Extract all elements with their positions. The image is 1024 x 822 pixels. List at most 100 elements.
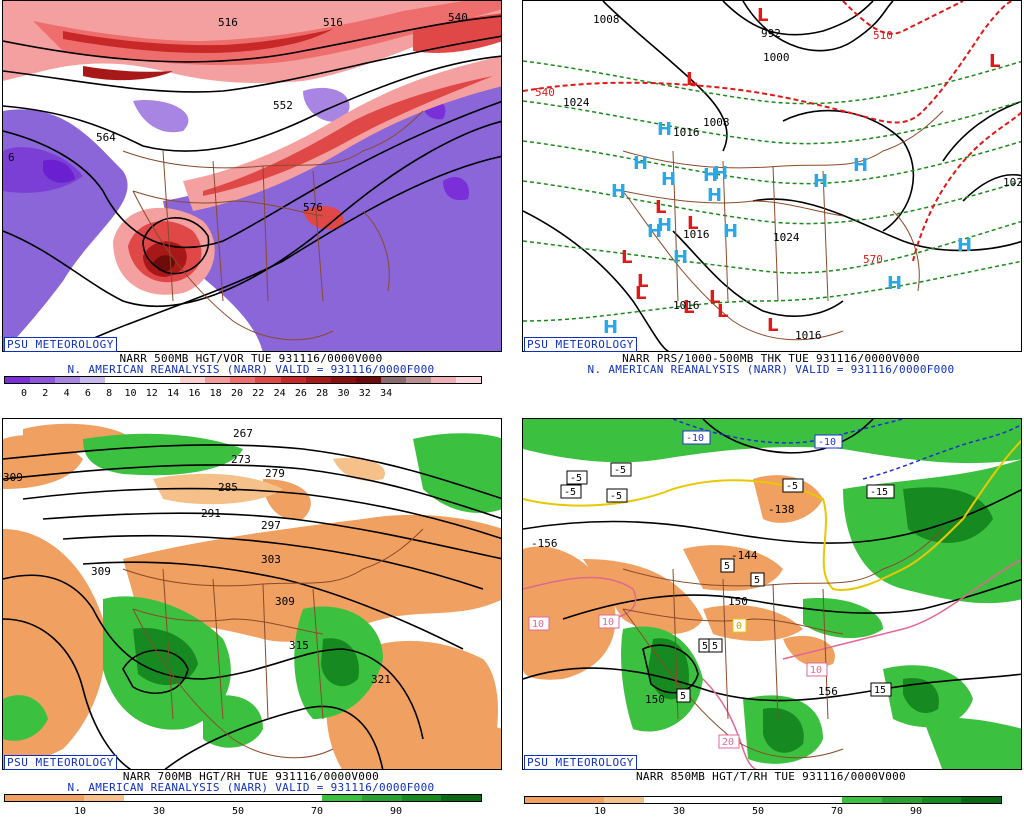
colorbar-swatch [330, 377, 356, 383]
colorbar-swatch [882, 797, 922, 803]
psu-watermark: PSU METEOROLOGY [4, 755, 117, 770]
rh-colorbar [524, 796, 1002, 804]
colorbar-tick-label: 12 [145, 388, 158, 399]
caption-line-1: NARR PRS/1000-500MB THK TUE 931116/0000V… [622, 352, 920, 365]
svg-text:297: 297 [261, 519, 281, 532]
svg-text:-5: -5 [570, 473, 582, 484]
temperature-label-box: 20 [718, 734, 740, 749]
colorbar-tick-label: 50 [751, 806, 765, 817]
colorbar-swatch [243, 795, 283, 801]
colorbar-tick-labels: 10 30 50 70 90 [524, 806, 1002, 820]
colorbar-tick-label: 90 [389, 806, 403, 817]
colorbar-swatch [455, 377, 481, 383]
colorbar-swatch [55, 377, 81, 383]
colorbar-swatch [441, 795, 482, 801]
temperature-label-box: -5 [606, 488, 628, 503]
colorbar-swatch [44, 795, 85, 801]
high-pressure-symbol: H [813, 171, 828, 192]
map-500mb-vorticity: 516 516 540 552 564 576 6 [2, 0, 502, 352]
temperature-label-box: -5 [782, 478, 804, 493]
svg-text:510: 510 [873, 29, 893, 42]
svg-text:309: 309 [3, 471, 23, 484]
temperature-label-box: 5 [720, 558, 735, 573]
svg-text:10: 10 [532, 619, 544, 630]
panel-500mb-hgt-vor: 516 516 540 552 564 576 6 PSU METEOROLOG… [0, 0, 502, 404]
svg-text:1024: 1024 [773, 231, 800, 244]
svg-text:285: 285 [218, 481, 238, 494]
high-pressure-symbol: H [853, 155, 868, 176]
colorbar-swatch [305, 377, 331, 383]
low-pressure-symbol: L [637, 271, 648, 292]
svg-text:309: 309 [91, 565, 111, 578]
svg-text:-5: -5 [786, 481, 798, 492]
colorbar-tick-label: 10 [124, 388, 137, 399]
high-pressure-symbol: H [611, 181, 626, 202]
psu-watermark: PSU METEOROLOGY [524, 755, 637, 770]
colorbar-swatch [430, 377, 456, 383]
svg-text:-138: -138 [768, 503, 795, 516]
svg-text:6: 6 [8, 151, 15, 164]
low-pressure-symbol: L [767, 315, 778, 336]
colorbar-swatch [921, 797, 962, 803]
temperature-label-box: -15 [866, 484, 895, 499]
colorbar-tick-label: 6 [84, 388, 91, 399]
temperature-label-box: -5 [566, 470, 588, 485]
colorbar-swatch [802, 797, 843, 803]
svg-text:5: 5 [724, 561, 730, 572]
colorbar-tick-label: 10 [593, 806, 607, 817]
colorbar-swatch [842, 797, 883, 803]
low-pressure-symbol: L [757, 5, 768, 26]
colorbar-swatch [322, 795, 363, 801]
svg-text:1024: 1024 [563, 96, 590, 109]
temperature-label-box: -5 [560, 484, 582, 499]
high-pressure-symbol: H [603, 317, 618, 338]
colorbar-swatch [723, 797, 764, 803]
colorbar-tick-label: 22 [252, 388, 265, 399]
colorbar-tick-label: 32 [358, 388, 371, 399]
svg-text:10: 10 [810, 665, 822, 676]
colorbar-swatch [644, 797, 684, 803]
svg-text:102: 102 [1003, 176, 1022, 189]
colorbar-tick-label: 26 [294, 388, 307, 399]
caption-line-2: N. AMERICAN REANALYSIS (NARR) VALID = 93… [587, 363, 955, 376]
high-pressure-symbol: H [647, 221, 662, 242]
svg-text:309: 309 [275, 595, 295, 608]
colorbar-tick-label: 10 [73, 806, 87, 817]
svg-text:-5: -5 [614, 465, 626, 476]
svg-text:564: 564 [96, 131, 116, 144]
svg-text:1008: 1008 [593, 13, 620, 26]
colorbar-tick-label: 90 [909, 806, 923, 817]
psu-watermark: PSU METEOROLOGY [524, 337, 637, 352]
temperature-label-box: -10 [814, 434, 843, 449]
vorticity-colorbar [4, 376, 482, 384]
colorbar-swatch [525, 797, 565, 803]
psu-watermark: PSU METEOROLOGY [4, 337, 117, 352]
colorbar-tick-label: 18 [209, 388, 222, 399]
colorbar-tick-label: 50 [231, 806, 245, 817]
high-pressure-symbol: H [633, 153, 648, 174]
low-pressure-symbol: L [683, 297, 694, 318]
svg-text:570: 570 [863, 253, 883, 266]
colorbar-tick-label: 70 [310, 806, 324, 817]
colorbar-tick-label: 2 [42, 388, 49, 399]
colorbar-swatch [155, 377, 181, 383]
svg-text:150: 150 [645, 693, 665, 706]
colorbar-swatch [203, 795, 244, 801]
colorbar-swatch [230, 377, 256, 383]
svg-text:20: 20 [722, 737, 734, 748]
colorbar-swatch [604, 797, 645, 803]
svg-text:10: 10 [602, 617, 614, 628]
svg-text:-10: -10 [686, 433, 704, 444]
colorbar-swatch [30, 377, 56, 383]
map-700mb-rh: 267 273 279 285 291 297 303 309 309 309 … [2, 418, 502, 770]
svg-text:1016: 1016 [673, 126, 700, 139]
high-pressure-symbol: H [887, 273, 902, 294]
colorbar-tick-label: 0 [20, 388, 28, 399]
rh-colorbar [4, 794, 482, 802]
svg-text:540: 540 [535, 86, 555, 99]
colorbar-swatch [105, 377, 131, 383]
svg-text:1008: 1008 [703, 116, 730, 129]
